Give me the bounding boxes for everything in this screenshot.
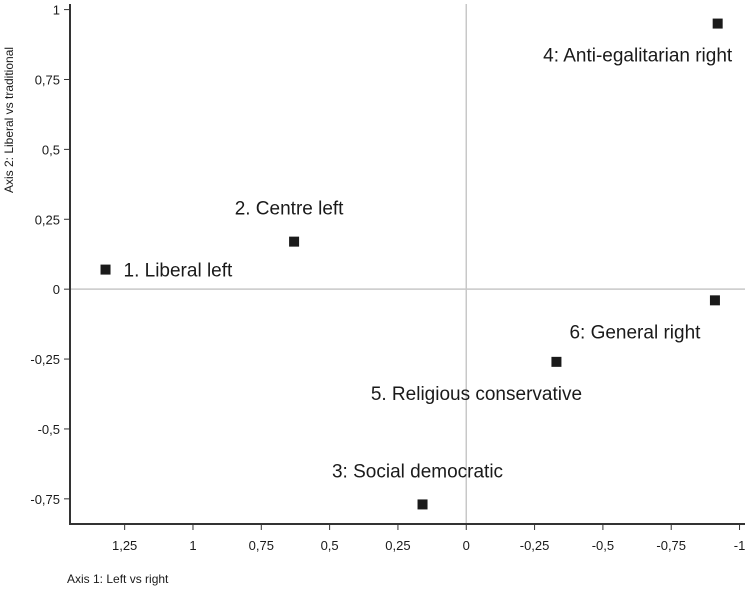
- x-tick-label: -1: [734, 538, 746, 553]
- data-point-marker: [100, 264, 111, 275]
- y-axis-title: Axis 2: Liberal vs traditional: [2, 47, 16, 193]
- y-axis-ticks: 1 0,75 0,5 0,25 0 -0,25 -0,5 -0,75: [30, 3, 70, 507]
- point-labels: 1. Liberal left 2. Centre left 3: Social d…: [124, 46, 733, 483]
- point-label: 1. Liberal left: [124, 261, 234, 282]
- y-tick-label: -0,25: [30, 352, 60, 367]
- x-tick-label: -0,5: [592, 538, 614, 553]
- x-axis-title: Axis 1: Left vs right: [67, 572, 169, 586]
- y-tick-label: 0,5: [42, 142, 60, 157]
- x-tick-label: -0,25: [520, 538, 550, 553]
- point-label: 5. Religious conservative: [371, 384, 582, 405]
- point-label: 4: Anti-egalitarian right: [543, 46, 733, 67]
- y-tick-label: -0,5: [38, 422, 60, 437]
- zero-lines: [70, 4, 745, 524]
- data-points: [100, 18, 723, 510]
- x-tick-label: 1,25: [112, 538, 137, 553]
- y-tick-label: 0: [53, 282, 60, 297]
- axes: [69, 4, 745, 525]
- x-tick-label: 1: [189, 538, 196, 553]
- data-point-marker: [712, 18, 723, 29]
- point-label: 6: General right: [569, 322, 701, 343]
- y-tick-label: 0,25: [35, 212, 60, 227]
- point-label: 2. Centre left: [235, 199, 344, 220]
- x-tick-label: 0,5: [321, 538, 339, 553]
- y-tick-label: 0,75: [35, 72, 60, 87]
- point-label: 3: Social democratic: [332, 461, 503, 482]
- y-tick-label: 1: [53, 3, 60, 18]
- data-point-marker: [417, 499, 428, 510]
- data-point-marker: [551, 356, 562, 367]
- data-point-marker: [709, 295, 720, 306]
- x-tick-label: -0,75: [656, 538, 686, 553]
- x-tick-label: 0: [463, 538, 470, 553]
- x-tick-label: 0,75: [249, 538, 274, 553]
- x-axis-ticks: 1,25 1 0,75 0,5 0,25 0 -0,25 -0,5 -0,75 -1: [112, 524, 745, 553]
- x-tick-label: 0,25: [385, 538, 410, 553]
- y-tick-label: -0,75: [30, 492, 60, 507]
- data-point-marker: [289, 236, 300, 247]
